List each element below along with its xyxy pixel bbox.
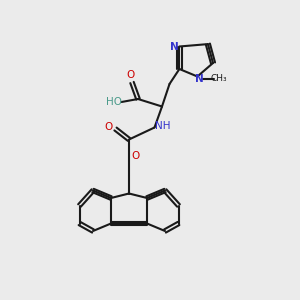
- Text: N: N: [194, 74, 203, 84]
- Text: O: O: [105, 122, 113, 132]
- Text: NH: NH: [155, 121, 171, 131]
- Text: O: O: [126, 70, 135, 80]
- Text: CH₃: CH₃: [211, 74, 228, 83]
- Text: N: N: [169, 41, 178, 52]
- Text: HO: HO: [106, 97, 122, 107]
- Text: O: O: [131, 151, 140, 161]
